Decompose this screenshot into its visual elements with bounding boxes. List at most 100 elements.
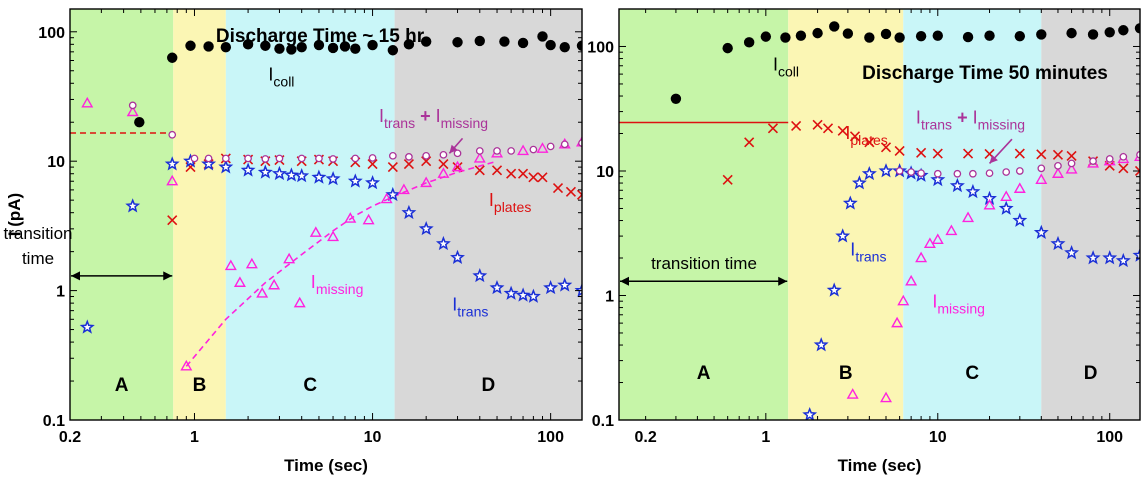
- data-point: [1036, 149, 1047, 160]
- data-point: [79, 319, 95, 334]
- data-point: [985, 169, 994, 178]
- series-i-trans-i-missing: [128, 101, 582, 163]
- region-label-D: D: [1084, 363, 1098, 384]
- data-point: [743, 37, 755, 48]
- series-i-trans: [79, 153, 582, 334]
- data-point: [894, 32, 905, 43]
- data-point: [545, 39, 556, 51]
- data-point: [767, 123, 779, 134]
- series-i-plates: [722, 119, 1140, 185]
- data-point: [385, 186, 401, 202]
- data-point: [1118, 163, 1129, 174]
- data-point: [311, 169, 327, 184]
- region-label-A: A: [115, 375, 129, 396]
- series-label-trans: Itrans: [452, 295, 488, 320]
- data-point: [283, 252, 296, 264]
- data-point: [574, 282, 582, 297]
- data-point: [1136, 150, 1140, 159]
- transition-label: transition: [4, 224, 73, 243]
- ticks: [619, 8, 1140, 421]
- region-label-C: C: [965, 363, 979, 384]
- data-point: [125, 198, 141, 213]
- data-point: [260, 40, 271, 51]
- y-tick-label: 1: [56, 284, 65, 301]
- data-point: [1035, 173, 1048, 184]
- data-point: [822, 123, 834, 134]
- data-point: [953, 169, 962, 178]
- data-point: [552, 182, 564, 194]
- data-point: [438, 159, 449, 170]
- data-point: [864, 137, 875, 148]
- data-point: [802, 406, 818, 420]
- data-point: [1118, 25, 1129, 36]
- data-point: [220, 42, 232, 53]
- data-point: [915, 30, 927, 42]
- data-point: [329, 155, 337, 163]
- x-tick-label: 100: [1096, 429, 1123, 446]
- data-point: [517, 37, 529, 49]
- data-point: [401, 204, 417, 220]
- data-point: [420, 176, 433, 188]
- data-point: [474, 165, 485, 176]
- data-point: [812, 119, 823, 130]
- data-point: [880, 391, 893, 403]
- data-point: [221, 154, 230, 163]
- data-point: [932, 30, 943, 41]
- data-point: [1089, 157, 1097, 165]
- data-point: [164, 156, 180, 171]
- data-point: [167, 52, 178, 63]
- data-point: [261, 155, 270, 163]
- data-point: [128, 101, 137, 110]
- region-A: [70, 9, 174, 420]
- data-point: [842, 195, 858, 210]
- data-point: [837, 125, 848, 136]
- data-point: [315, 154, 323, 163]
- data-point: [296, 42, 307, 53]
- series-i-coll: [670, 21, 1140, 104]
- data-point: [969, 169, 977, 178]
- data-point: [1119, 152, 1128, 161]
- data-point: [983, 198, 996, 210]
- data-point: [286, 44, 297, 55]
- data-point: [878, 163, 894, 178]
- x-tick-label: 10: [929, 429, 947, 446]
- data-point: [546, 142, 555, 151]
- panel-2: A B C D 0.2 1 10 100 0.1 1 10 100 Time (sec) Discharg…: [587, 8, 1141, 475]
- data-point: [517, 168, 529, 179]
- data-point: [327, 42, 339, 54]
- data-point: [367, 39, 378, 51]
- data-point: [965, 183, 981, 199]
- data-point: [453, 149, 462, 158]
- data-point: [347, 173, 363, 188]
- data-point: [835, 228, 851, 243]
- data-point: [529, 145, 538, 154]
- data-point: [880, 28, 892, 40]
- region-D: [394, 9, 582, 420]
- y-tick-label: 0.1: [592, 413, 614, 430]
- phase-regions: [619, 9, 1140, 420]
- x-axis-label: Time (sec): [284, 456, 368, 475]
- data-point: [268, 278, 281, 290]
- data-point: [403, 39, 415, 50]
- data-point: [931, 233, 944, 245]
- series-label-missing: Imissing: [311, 272, 364, 297]
- data-point: [491, 165, 503, 176]
- series-label-missing: Imissing: [932, 292, 985, 317]
- data-point: [362, 213, 375, 225]
- chart-title: Discharge Time ~ 15 hr: [216, 26, 425, 47]
- series-i-coll: [134, 31, 582, 128]
- data-point: [275, 154, 284, 163]
- data-point: [880, 142, 892, 153]
- data-point: [134, 117, 145, 128]
- data-point: [536, 142, 549, 153]
- data-point: [1104, 27, 1115, 38]
- data-point: [917, 169, 925, 178]
- data-point: [274, 43, 285, 54]
- data-point: [576, 189, 582, 200]
- series-label-plates: Iplates: [489, 190, 531, 215]
- data-point: [368, 154, 377, 162]
- data-point: [744, 137, 755, 148]
- data-point: [344, 212, 357, 223]
- data-point: [126, 105, 139, 117]
- data-point: [351, 154, 360, 163]
